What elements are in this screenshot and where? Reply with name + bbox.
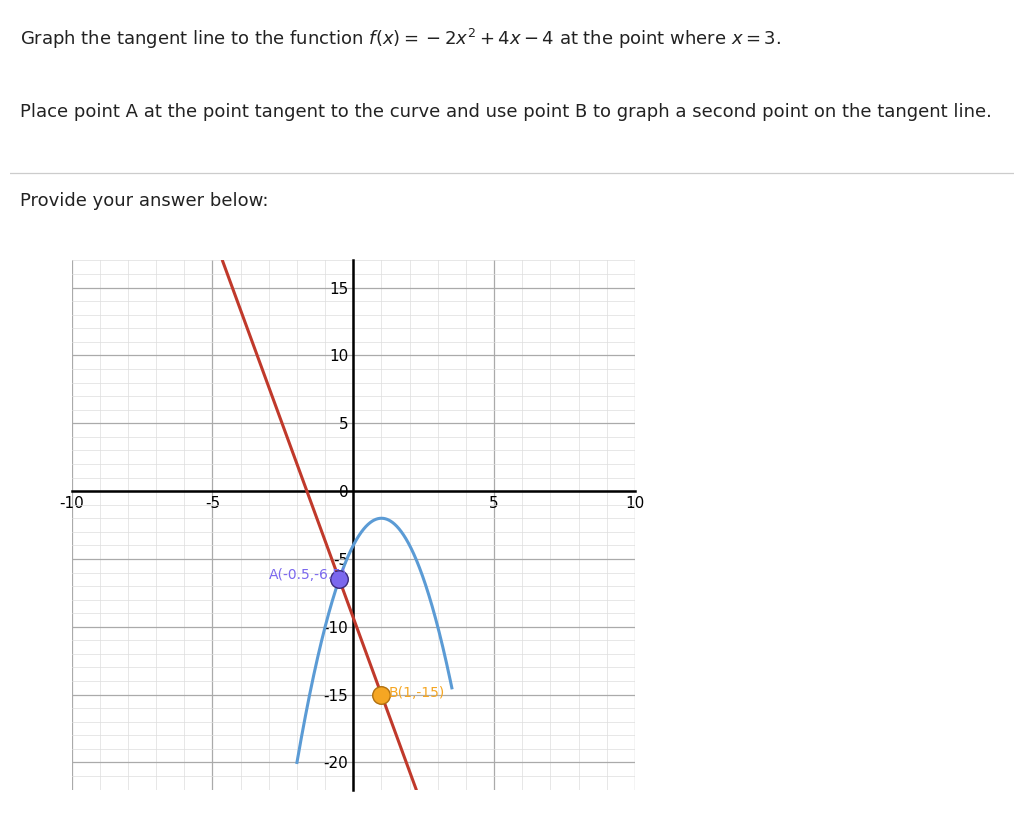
- Text: Graph the tangent line to the function $f(x) = -2x^2 + 4x - 4$ at the point wher: Graph the tangent line to the function $…: [20, 27, 781, 51]
- Text: Provide your answer below:: Provide your answer below:: [20, 192, 268, 210]
- Text: A(-0.5,-6.5): A(-0.5,-6.5): [268, 568, 347, 582]
- Text: B(1,-15): B(1,-15): [388, 686, 444, 700]
- Point: [331, 573, 347, 586]
- Text: Place point A at the point tangent to the curve and use point B to graph a secon: Place point A at the point tangent to th…: [20, 103, 992, 120]
- Point: [374, 688, 390, 701]
